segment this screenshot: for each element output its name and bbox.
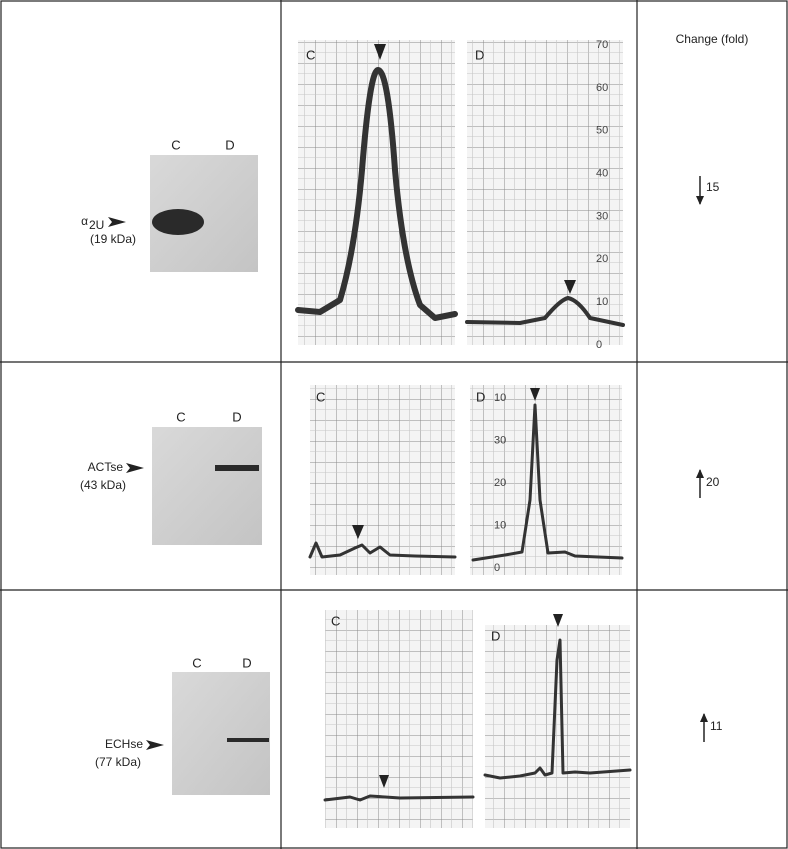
column-header: Change (fold) [676, 32, 749, 46]
change-value: 11 [710, 719, 723, 733]
lane-label: C [192, 655, 201, 670]
trace-panel [298, 40, 455, 345]
scale-label: 0 [596, 339, 602, 351]
scale-label: 60 [596, 82, 608, 94]
scale-label: 10 [494, 392, 506, 404]
row: C D ECHse (77 kDa) C D 11 [95, 610, 723, 828]
panel-label: C [316, 389, 325, 404]
lane-label: C [171, 137, 180, 152]
mass-label: (77 kDa) [95, 755, 141, 769]
band [152, 209, 204, 235]
pointer [126, 463, 144, 473]
mass-label: (43 kDa) [80, 478, 126, 492]
row: C D α 2U (19 kDa) C D 70 60 50 40 30 20 10 0 15 [81, 39, 720, 351]
scale-label: 20 [494, 477, 506, 489]
blot [152, 427, 262, 545]
pointer [146, 740, 164, 750]
mass-label: (19 kDa) [90, 232, 136, 246]
scale-label: 10 [596, 296, 608, 308]
band [215, 465, 259, 471]
protein-label: α [81, 214, 88, 228]
protein-subscript: 2U [89, 218, 104, 232]
protein-label: ECHse [105, 737, 143, 751]
scale-label: 40 [596, 167, 608, 179]
row: C D ACTse (43 kDa) C D 10 30 20 10 0 20 [80, 385, 720, 575]
scale-label: 20 [596, 253, 608, 265]
change-arrowhead [696, 196, 704, 205]
panel-label: C [331, 613, 340, 628]
change-value: 20 [706, 475, 720, 489]
panel-label: D [475, 47, 484, 62]
change-value: 15 [706, 180, 720, 194]
lane-label: C [176, 409, 185, 424]
lane-label: D [225, 137, 234, 152]
panel-label: D [491, 628, 500, 643]
lane-label: D [242, 655, 251, 670]
scale-label: 70 [596, 39, 608, 51]
band [227, 738, 269, 742]
lane-label: D [232, 409, 241, 424]
trace-panel [310, 385, 455, 575]
change-arrowhead [700, 713, 708, 722]
change-arrowhead [696, 469, 704, 478]
protein-label: ACTse [88, 460, 124, 474]
blot [172, 672, 270, 795]
scale-label: 30 [494, 434, 506, 446]
pointer [108, 217, 126, 227]
scale-label: 10 [494, 519, 506, 531]
panel-label: D [476, 389, 485, 404]
trace-panel [325, 610, 473, 828]
panel-label: C [306, 47, 315, 62]
scale-label: 0 [494, 562, 500, 574]
figure: Change (fold) C D α 2U (19 kDa) C D 70 60… [0, 0, 788, 849]
scale-label: 30 [596, 210, 608, 222]
scale-label: 50 [596, 125, 608, 137]
